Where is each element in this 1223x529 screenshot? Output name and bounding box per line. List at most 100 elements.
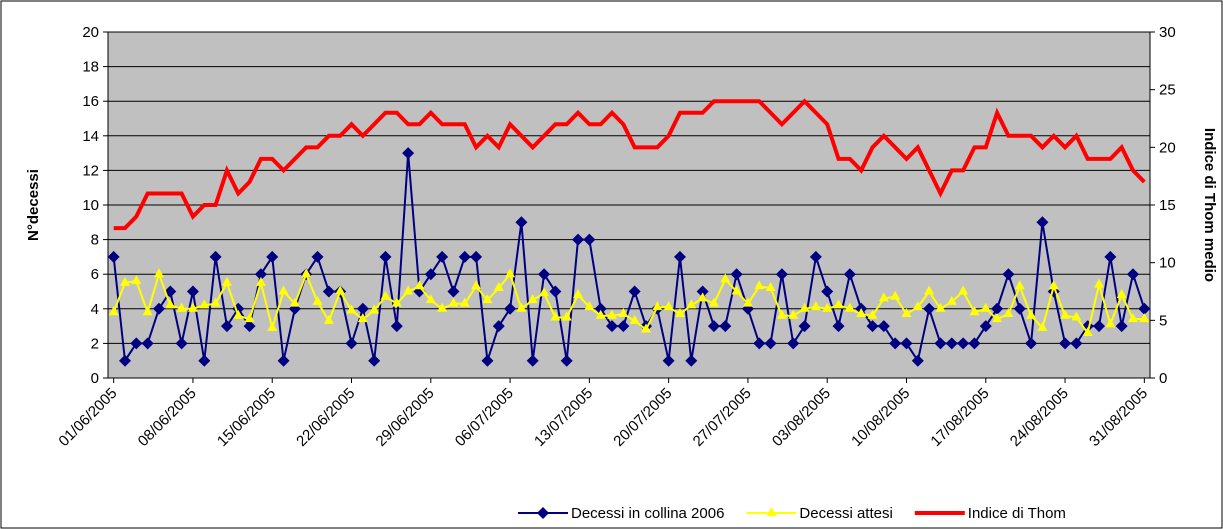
marker xyxy=(957,337,970,350)
marker xyxy=(810,301,821,311)
series-line xyxy=(113,98,1146,231)
marker xyxy=(186,285,199,298)
marker xyxy=(720,273,731,283)
marker xyxy=(380,290,391,300)
marker xyxy=(809,250,822,263)
marker xyxy=(1036,216,1049,229)
marker xyxy=(969,306,980,316)
marker xyxy=(1094,278,1105,288)
marker xyxy=(1059,337,1072,350)
marker xyxy=(198,354,211,367)
marker xyxy=(572,233,585,246)
marker xyxy=(764,337,777,350)
marker xyxy=(1105,318,1116,328)
marker xyxy=(742,297,753,307)
marker xyxy=(1093,320,1106,333)
marker xyxy=(1082,327,1093,337)
y2-tick-label: 5 xyxy=(1159,312,1167,329)
marker xyxy=(311,250,324,263)
marker xyxy=(1116,288,1127,298)
y-tick-label: 20 xyxy=(82,24,99,41)
marker xyxy=(210,297,221,307)
marker xyxy=(934,337,947,350)
marker xyxy=(821,285,834,298)
y-tick-label: 14 xyxy=(82,128,99,145)
marker xyxy=(244,313,255,323)
marker xyxy=(686,299,697,309)
y-tick-label: 10 xyxy=(82,197,99,214)
marker xyxy=(471,280,482,290)
marker xyxy=(1026,309,1037,319)
marker xyxy=(1071,311,1082,321)
legend-marker xyxy=(537,507,549,519)
marker xyxy=(539,287,550,297)
marker xyxy=(1127,268,1140,281)
marker xyxy=(662,354,675,367)
y2-tick-label: 0 xyxy=(1159,370,1167,387)
marker xyxy=(843,268,856,281)
marker xyxy=(822,302,833,312)
marker xyxy=(561,311,572,321)
marker xyxy=(1013,302,1026,315)
marker xyxy=(515,216,528,229)
marker xyxy=(379,250,392,263)
marker xyxy=(685,354,698,367)
marker xyxy=(505,268,516,278)
marker xyxy=(323,314,334,324)
marker xyxy=(402,147,415,160)
marker xyxy=(356,302,369,315)
marker xyxy=(152,302,165,315)
marker xyxy=(799,302,810,312)
marker xyxy=(243,320,256,333)
marker xyxy=(765,282,776,292)
marker xyxy=(629,314,640,324)
marker xyxy=(233,309,244,319)
marker xyxy=(493,282,504,292)
marker xyxy=(277,354,290,367)
marker xyxy=(369,304,380,314)
legend-label: Decessi in collina 2006 xyxy=(571,505,724,522)
marker xyxy=(606,320,619,333)
marker xyxy=(437,302,448,312)
marker xyxy=(980,302,991,312)
marker xyxy=(131,275,142,285)
marker xyxy=(414,280,425,290)
y2-axis-title: Indice di Thom medio xyxy=(1201,128,1218,282)
marker xyxy=(322,285,335,298)
marker xyxy=(890,290,901,300)
marker xyxy=(516,302,527,312)
marker xyxy=(900,337,913,350)
marker xyxy=(209,250,222,263)
marker xyxy=(1070,337,1083,350)
marker xyxy=(187,302,198,312)
marker xyxy=(652,301,663,311)
marker xyxy=(788,309,799,319)
marker xyxy=(549,285,562,298)
marker xyxy=(1138,302,1151,315)
marker xyxy=(221,276,232,286)
y-tick-label: 8 xyxy=(91,232,99,249)
marker xyxy=(584,301,595,311)
marker xyxy=(674,307,685,317)
legend-label: Indice di Thom xyxy=(968,505,1066,522)
marker xyxy=(560,354,573,367)
marker xyxy=(357,313,368,323)
marker xyxy=(1139,313,1150,323)
marker xyxy=(1115,320,1128,333)
marker xyxy=(856,307,867,317)
marker xyxy=(618,307,629,317)
legend-marker xyxy=(766,507,777,516)
marker xyxy=(877,320,890,333)
marker xyxy=(991,302,1004,315)
marker xyxy=(640,323,651,333)
marker xyxy=(708,297,719,307)
marker xyxy=(107,250,120,263)
marker xyxy=(458,250,471,263)
marker xyxy=(798,320,811,333)
y-tick-label: 16 xyxy=(82,93,99,110)
marker xyxy=(992,313,1003,323)
marker xyxy=(346,304,357,314)
marker xyxy=(176,302,187,312)
marker xyxy=(1048,280,1059,290)
